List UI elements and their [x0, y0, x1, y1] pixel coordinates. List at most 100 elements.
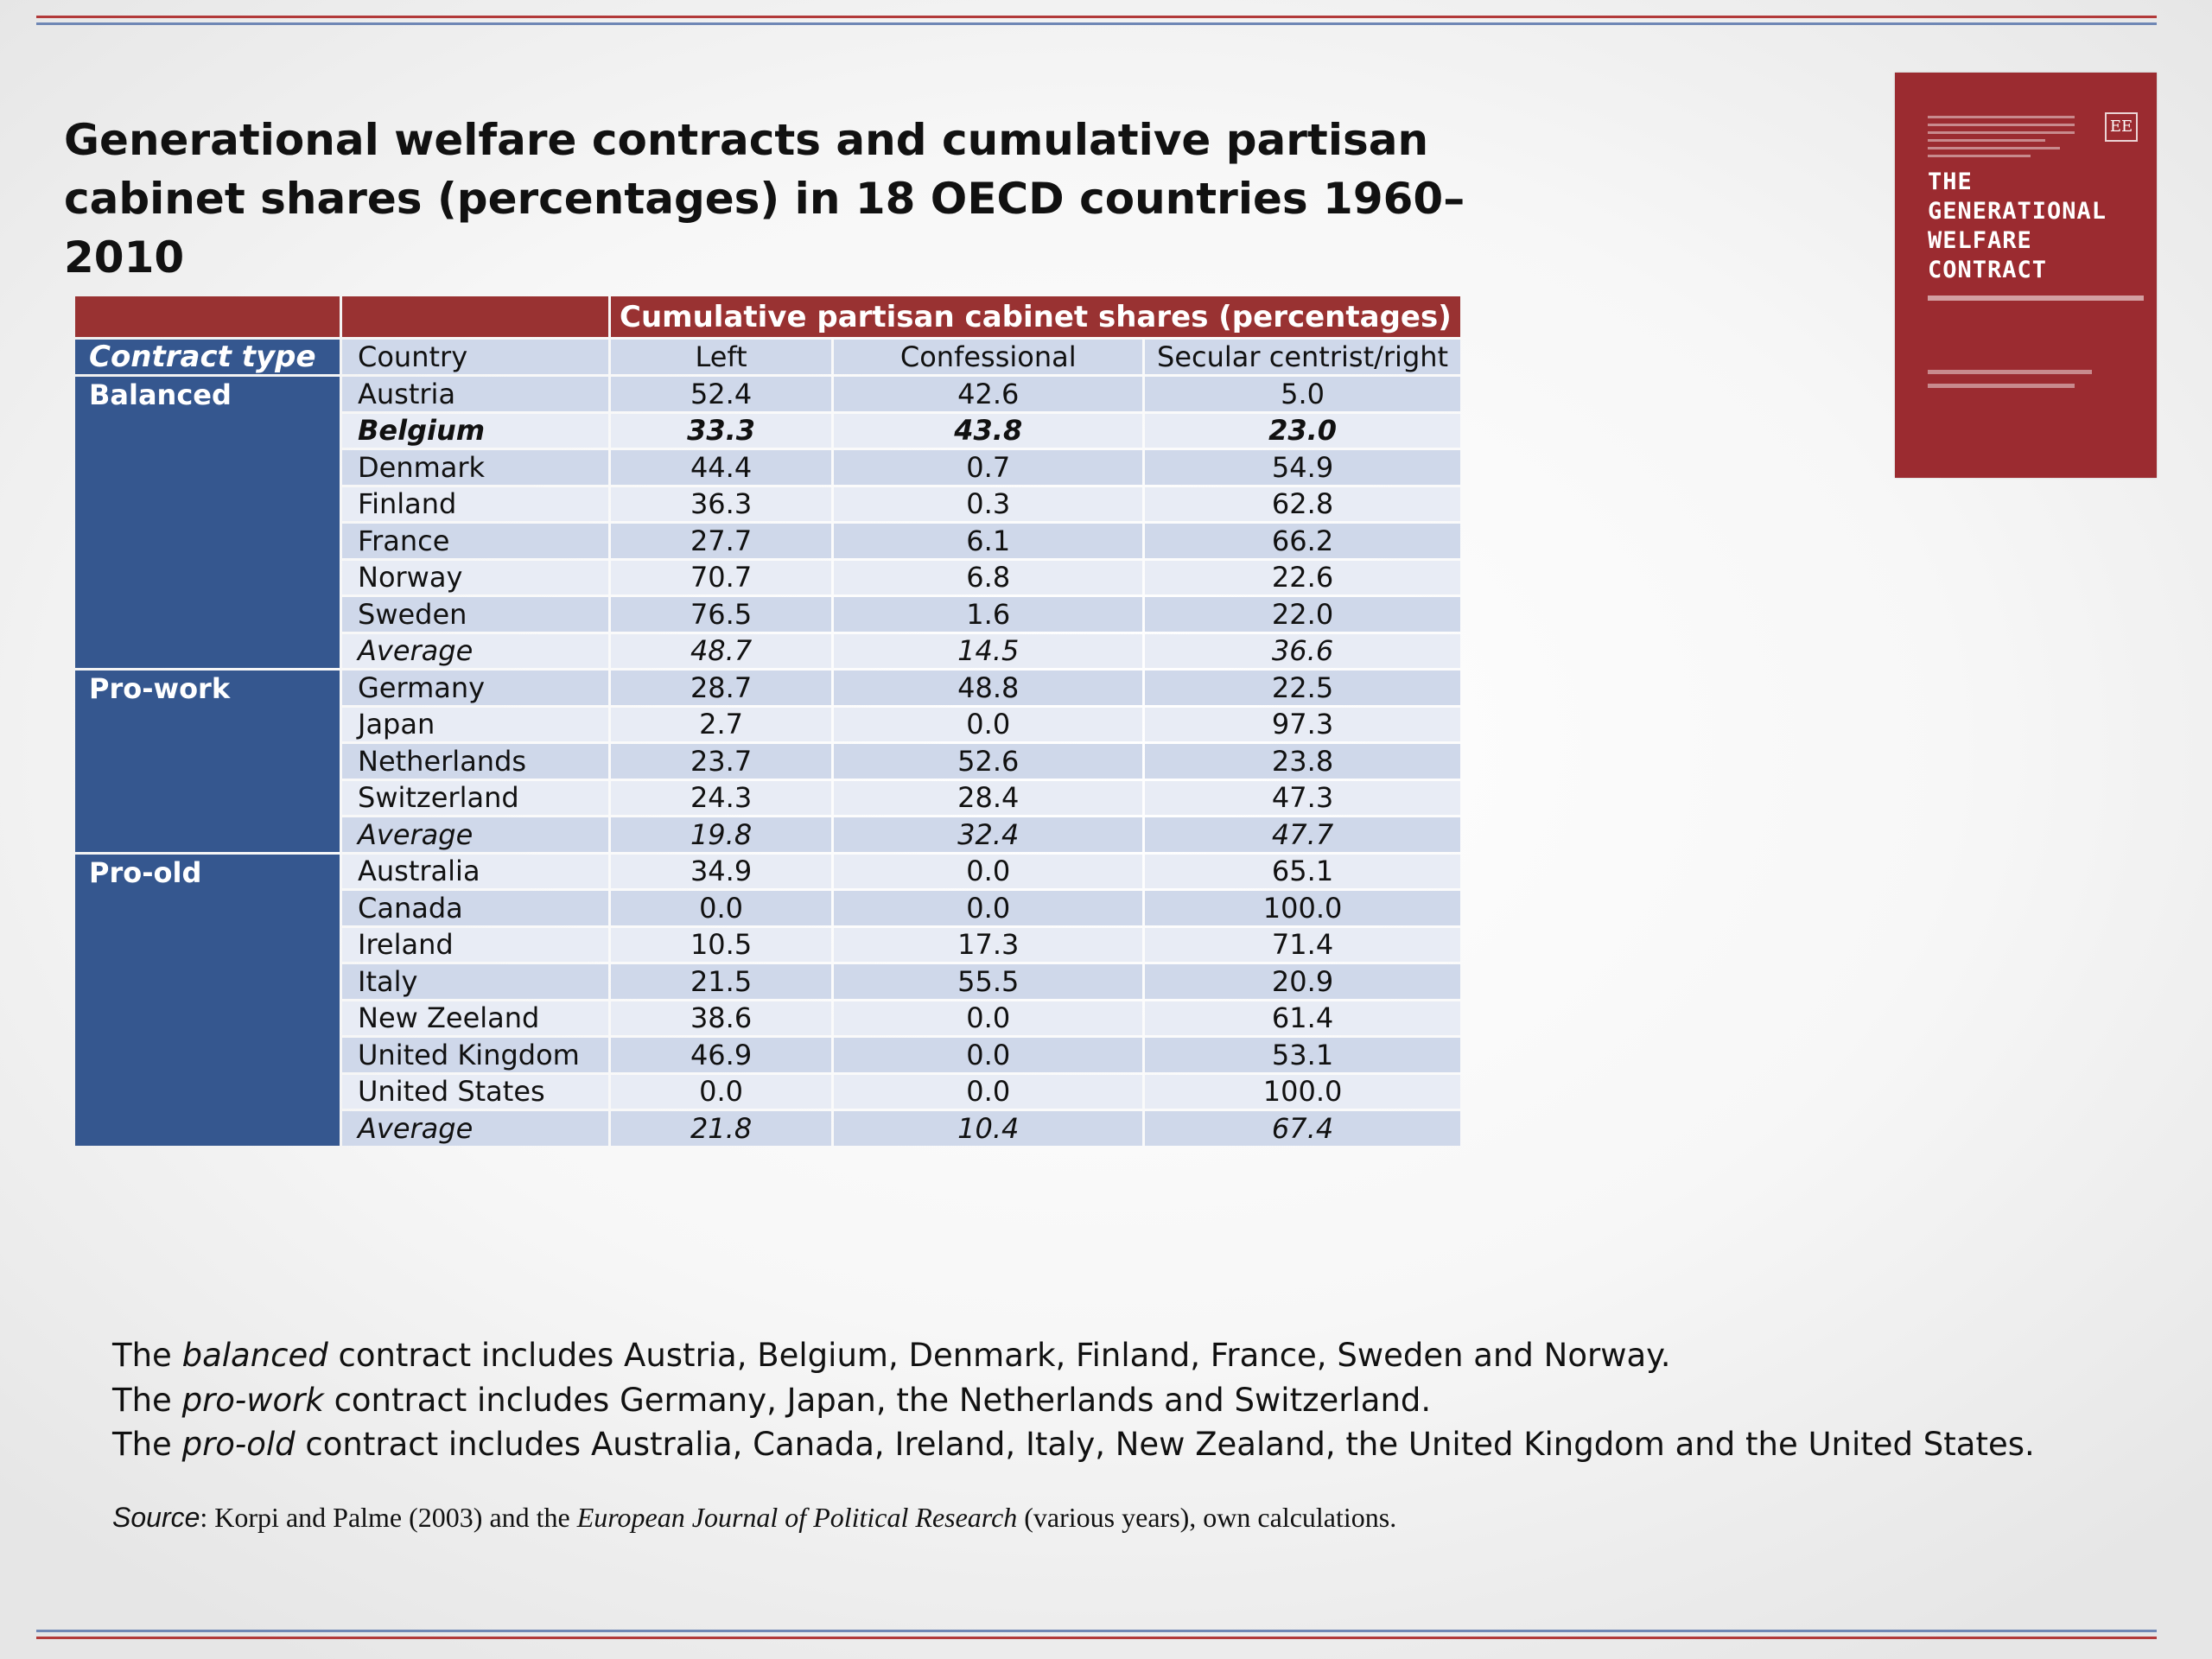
country-cell: Australia: [342, 854, 608, 888]
contract-type-pro-old: Pro-old: [75, 854, 340, 1146]
publisher-logo: EE: [2105, 112, 2138, 142]
note-emphasis: balanced: [181, 1337, 328, 1374]
cabinet-shares-table: Cumulative partisan cabinet shares (perc…: [73, 294, 1463, 1148]
confessional-share-cell: 10.4: [834, 1111, 1143, 1146]
table-row: Denmark 44.4 0.7 54.9: [75, 450, 1460, 485]
left-share-cell: 21.8: [611, 1111, 832, 1146]
table-row: Italy 21.5 55.5 20.9: [75, 964, 1460, 999]
left-share-cell: 76.5: [611, 597, 832, 632]
contract-type-pro-work: Pro-work: [75, 671, 340, 852]
left-share-cell: 21.5: [611, 964, 832, 999]
header-blank-2: [342, 296, 608, 337]
table-row: France 27.7 6.1 66.2: [75, 524, 1460, 558]
left-share-cell: 27.7: [611, 524, 832, 558]
confessional-share-cell: 0.0: [834, 891, 1143, 925]
country-cell: Austria: [342, 377, 608, 411]
cover-title-line: CONTRACT: [1928, 257, 2048, 283]
confessional-share-cell: 28.4: [834, 780, 1143, 815]
table-row: United Kingdom 46.9 0.0 53.1: [75, 1038, 1460, 1072]
country-cell: Average: [342, 1111, 608, 1146]
confessional-share-cell: 0.0: [834, 707, 1143, 741]
confessional-share-cell: 6.8: [834, 560, 1143, 594]
left-share-cell: 36.3: [611, 486, 832, 521]
country-cell: France: [342, 524, 608, 558]
country-cell: Average: [342, 633, 608, 668]
left-share-cell: 0.0: [611, 1074, 832, 1109]
table-row: Switzerland 24.3 28.4 47.3: [75, 780, 1460, 815]
confessional-share-cell: 1.6: [834, 597, 1143, 632]
secular-share-cell: 5.0: [1145, 377, 1460, 411]
cover-title: THE GENERATIONAL WELFARE CONTRACT: [1928, 168, 2107, 285]
confessional-share-cell: 17.3: [834, 927, 1143, 962]
country-cell: Average: [342, 817, 608, 852]
secular-share-cell: 97.3: [1145, 707, 1460, 741]
secular-share-cell: 23.0: [1145, 413, 1460, 448]
secular-share-cell: 36.6: [1145, 633, 1460, 668]
secular-share-cell: 47.7: [1145, 817, 1460, 852]
source-text: (various years), own calculations.: [1017, 1502, 1397, 1533]
cover-authors: [1928, 370, 2092, 374]
secular-share-cell: 54.9: [1145, 450, 1460, 485]
table-row: Sweden 76.5 1.6 22.0: [75, 597, 1460, 632]
confessional-share-cell: 55.5: [834, 964, 1143, 999]
note-text: contract includes Germany, Japan, the Ne…: [323, 1382, 1432, 1419]
left-share-cell: 24.3: [611, 780, 832, 815]
confessional-share-cell: 32.4: [834, 817, 1143, 852]
country-cell: United States: [342, 1074, 608, 1109]
note-pro-old: The pro-old contract includes Australia,…: [112, 1422, 2035, 1467]
confessional-share-cell: 14.5: [834, 633, 1143, 668]
cover-title-line: THE: [1928, 168, 1973, 195]
header-blank-1: [75, 296, 340, 337]
country-cell: Germany: [342, 671, 608, 705]
secular-share-cell: 61.4: [1145, 1001, 1460, 1035]
table-row: Pro-work Germany 28.7 48.8 22.5: [75, 671, 1460, 852]
secular-share-cell: 20.9: [1145, 964, 1460, 999]
contract-type-balanced: Balanced: [75, 377, 340, 668]
note-text: The: [112, 1382, 182, 1419]
secular-share-cell: 66.2: [1145, 524, 1460, 558]
left-share-cell: 38.6: [611, 1001, 832, 1035]
source-citation: Source: Korpi and Palme (2003) and the E…: [112, 1502, 1396, 1534]
table-row: Average 48.7 14.5 36.6: [75, 633, 1460, 668]
table-row: Belgium 33.3 43.8 23.0: [75, 413, 1460, 448]
left-share-cell: 23.7: [611, 744, 832, 779]
slide-title: Generational welfare contracts and cumul…: [64, 115, 1465, 283]
confessional-share-cell: 43.8: [834, 413, 1143, 448]
secular-share-cell: 62.8: [1145, 486, 1460, 521]
secular-share-cell: 53.1: [1145, 1038, 1460, 1072]
secular-share-cell: 22.5: [1145, 671, 1460, 705]
note-text: contract includes Australia, Canada, Ire…: [295, 1426, 2035, 1463]
country-cell: Japan: [342, 707, 608, 741]
table-row: Japan 2.7 0.0 97.3: [75, 707, 1460, 741]
left-share-cell: 70.7: [611, 560, 832, 594]
header-contract-type: Contract type: [75, 340, 340, 374]
country-cell: Sweden: [342, 597, 608, 632]
country-cell: Denmark: [342, 450, 608, 485]
table-row: Norway 70.7 6.8 22.6: [75, 560, 1460, 594]
source-label: Source: [112, 1502, 200, 1533]
left-share-cell: 33.3: [611, 413, 832, 448]
secular-share-cell: 22.0: [1145, 597, 1460, 632]
book-cover-image: EE THE GENERATIONAL WELFARE CONTRACT: [1895, 73, 2157, 478]
table-row: Canada 0.0 0.0 100.0: [75, 891, 1460, 925]
bottom-rule-red: [36, 1637, 2157, 1639]
confessional-share-cell: 52.6: [834, 744, 1143, 779]
header-left: Left: [611, 340, 832, 374]
cover-subtitle: [1928, 296, 2144, 301]
table-row: Pro-old Australia 34.9 0.0 65.1: [75, 854, 1460, 1146]
header-secular: Secular centrist/right: [1145, 340, 1460, 374]
left-share-cell: 2.7: [611, 707, 832, 741]
country-cell: Finland: [342, 486, 608, 521]
note-text: The: [112, 1337, 182, 1374]
confessional-share-cell: 42.6: [834, 377, 1143, 411]
confessional-share-cell: 0.0: [834, 1001, 1143, 1035]
left-share-cell: 46.9: [611, 1038, 832, 1072]
cover-authors: [1928, 384, 2075, 388]
secular-share-cell: 65.1: [1145, 854, 1460, 888]
country-cell: Canada: [342, 891, 608, 925]
country-cell: Belgium: [342, 413, 608, 448]
confessional-share-cell: 0.0: [834, 1038, 1143, 1072]
note-balanced: The balanced contract includes Austria, …: [112, 1333, 1671, 1378]
secular-share-cell: 23.8: [1145, 744, 1460, 779]
left-share-cell: 48.7: [611, 633, 832, 668]
